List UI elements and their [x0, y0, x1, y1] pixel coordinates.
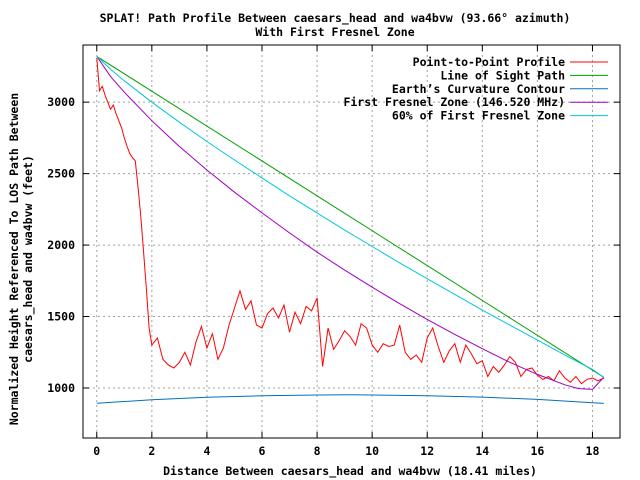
- legend-label-first-fresnel-zone-146-520-mhz: First Fresnel Zone (146.520 MHz): [343, 95, 565, 109]
- series-line-line-of-sight-path: [96, 55, 605, 378]
- y-tick-label: 3000: [47, 95, 75, 109]
- y-axis-label-line2: caesars_head and wa4bvw (feet): [21, 155, 36, 363]
- x-tick-label: 16: [530, 444, 544, 458]
- x-tick-label: 6: [259, 444, 266, 458]
- legend-label-line-of-sight-path: Line of Sight Path: [440, 68, 565, 82]
- plot-border: [82, 44, 621, 439]
- y-tick-label: 2000: [47, 238, 75, 252]
- series-line-60-of-first-fresnel-zone: [96, 56, 605, 378]
- x-tick-label: 10: [365, 444, 379, 458]
- y-tick-label: 2500: [47, 167, 75, 181]
- x-axis-label: Distance Between caesars_head and wa4bvw…: [163, 464, 537, 479]
- legend-label-earth-s-curvature-contour: Earth’s Curvature Contour: [392, 82, 565, 96]
- x-tick-label: 14: [475, 444, 489, 458]
- x-tick-label: 0: [93, 444, 100, 458]
- series-lines: [96, 55, 605, 404]
- chart-title: SPLAT! Path Profile Between caesars_head…: [100, 11, 571, 26]
- chart-subtitle: With First Fresnel Zone: [255, 25, 414, 39]
- series-line-point-to-point-profile: [96, 57, 605, 385]
- y-axis-label-line1: Normalized Height Referenced To LOS Path…: [7, 93, 21, 425]
- x-tick-label: 8: [314, 444, 321, 458]
- x-tick-label: 12: [420, 444, 434, 458]
- legend-label-60-of-first-fresnel-zone: 60% of First Fresnel Zone: [392, 109, 565, 123]
- series-line-earth-s-curvature-contour: [96, 394, 604, 404]
- x-axis-ticks: 0 2 4 6 8 10 12 14 16 18: [93, 45, 599, 458]
- x-tick-label: 18: [586, 444, 600, 458]
- y-tick-label: 1500: [47, 310, 75, 324]
- x-tick-label: 2: [148, 444, 155, 458]
- x-tick-label: 4: [203, 444, 210, 458]
- y-tick-label: 1000: [47, 381, 75, 395]
- series-line-first-fresnel-zone-146-520-mhz: [96, 56, 605, 390]
- legend-label-point-to-point-profile: Point-to-Point Profile: [413, 55, 565, 69]
- grid-lines: [83, 45, 620, 438]
- y-axis-ticks: 1000 1500 2000 2500 3000: [47, 95, 620, 395]
